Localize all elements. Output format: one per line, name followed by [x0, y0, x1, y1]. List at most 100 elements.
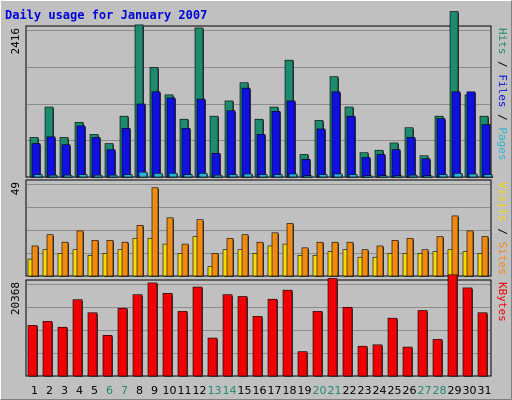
- bar-kbytes: [57, 326, 68, 377]
- visits-legend: Visits / Sites: [496, 182, 509, 275]
- bar-kbytes: [27, 325, 38, 377]
- bar-pages: [348, 174, 358, 178]
- bar-sites: [196, 219, 204, 277]
- bar-sites: [31, 245, 39, 277]
- bar-pages: [63, 174, 73, 178]
- x-tick-label-day: 20: [313, 384, 327, 397]
- bar-pages: [123, 174, 133, 178]
- bar-pages: [93, 174, 103, 178]
- bar-kbytes: [462, 287, 473, 377]
- bar-pages: [468, 173, 478, 178]
- hits-max-label: 2416: [9, 28, 22, 55]
- bar-sites: [271, 232, 279, 277]
- bar-files: [106, 149, 116, 178]
- x-tick-label-day: 4: [76, 384, 83, 397]
- bar-kbytes: [117, 307, 128, 377]
- bar-kbytes: [372, 344, 383, 377]
- bar-sites: [181, 243, 189, 277]
- bar-sites: [316, 241, 324, 277]
- bar-files: [481, 124, 491, 178]
- bar-pages: [393, 175, 403, 178]
- x-tick-label-day: 13: [208, 384, 222, 397]
- x-tick-label-day: 7: [121, 384, 128, 397]
- bar-pages-shadow: [425, 176, 433, 178]
- x-tick-label-day: 29: [448, 384, 462, 397]
- bar-kbytes: [267, 298, 278, 377]
- bar-kbytes: [207, 337, 218, 377]
- bar-files: [271, 110, 281, 178]
- bar-sites: [466, 230, 474, 277]
- panel-visits: 49 Visits / Sites: [9, 179, 509, 277]
- x-axis-day-labels: 1 2 3 4 5 6 7 8 9 10 11 12 13 14 15 16 17 18 19 20 21 22 23 24 2…: [31, 384, 492, 397]
- bar-pages: [198, 173, 208, 178]
- bar-kbytes: [447, 274, 458, 377]
- bar-files: [181, 128, 191, 178]
- bar-files: [196, 98, 206, 178]
- bar-sites: [406, 238, 414, 277]
- bar-pages: [243, 173, 253, 178]
- hits-legend-item: /: [496, 108, 509, 128]
- bar-files: [211, 152, 221, 178]
- bar-files: [166, 97, 176, 178]
- bar-kbytes: [282, 289, 293, 377]
- hits-legend-item: /: [496, 55, 509, 75]
- kbytes-legend: KBytes: [496, 282, 509, 322]
- bar-pages: [318, 174, 328, 178]
- hits-legend-item: Hits: [496, 28, 509, 55]
- x-tick-label-day: 18: [283, 384, 297, 397]
- x-tick-label-day: 31: [478, 384, 492, 397]
- bar-files: [151, 91, 161, 178]
- bar-files: [406, 137, 416, 178]
- bar-sites: [301, 247, 309, 277]
- panel-kbytes: 20368 KBytes: [9, 274, 509, 377]
- bar-sites: [211, 253, 219, 277]
- bar-pages: [153, 173, 163, 178]
- x-tick-label-day: 14: [223, 384, 237, 397]
- x-tick-label-day: 1: [31, 384, 38, 397]
- panel-hits: 2416 Hits / Files / Pages: [9, 11, 509, 179]
- hits-legend-item: Pages: [496, 127, 509, 160]
- x-tick-label-day: 15: [238, 384, 252, 397]
- x-tick-label-day: 19: [298, 384, 312, 397]
- bar-pages: [423, 175, 433, 178]
- bar-sites: [91, 240, 99, 277]
- x-tick-label-day: 23: [358, 384, 372, 397]
- bar-sites: [361, 249, 369, 277]
- bar-files: [256, 134, 266, 178]
- bar-sites: [391, 240, 399, 277]
- bar-pages: [288, 173, 298, 178]
- bar-kbytes: [222, 294, 233, 377]
- bar-files: [316, 128, 326, 178]
- bar-sites: [61, 241, 69, 277]
- bar-pages: [168, 173, 178, 178]
- bar-pages: [483, 174, 493, 178]
- visits-legend-item: /: [496, 222, 509, 242]
- bar-kbytes: [297, 351, 308, 377]
- bar-pages: [228, 174, 238, 178]
- bar-sites: [331, 241, 339, 277]
- x-tick-label-day: 28: [433, 384, 447, 397]
- bar-kbytes: [357, 345, 368, 377]
- x-tick-label-day: 27: [418, 384, 432, 397]
- x-tick-label-day: 5: [91, 384, 98, 397]
- x-tick-label-day: 2: [46, 384, 53, 397]
- bar-kbytes: [327, 278, 338, 377]
- x-tick-label-day: 17: [268, 384, 282, 397]
- bar-sites: [286, 223, 294, 277]
- bar-pages: [333, 173, 343, 178]
- bar-kbytes: [162, 293, 173, 377]
- bar-pages-shadow: [365, 176, 373, 178]
- bar-sites: [436, 236, 444, 277]
- x-tick-label-day: 9: [151, 384, 158, 397]
- bar-pages: [78, 174, 88, 178]
- bar-kbytes: [132, 294, 143, 377]
- bar-sites: [121, 241, 129, 277]
- bar-pages: [183, 174, 193, 178]
- bar-files: [376, 154, 386, 178]
- bar-pages: [213, 174, 223, 178]
- bar-kbytes: [417, 310, 428, 377]
- bar-files: [46, 136, 56, 178]
- x-tick-label-day: 8: [136, 384, 143, 397]
